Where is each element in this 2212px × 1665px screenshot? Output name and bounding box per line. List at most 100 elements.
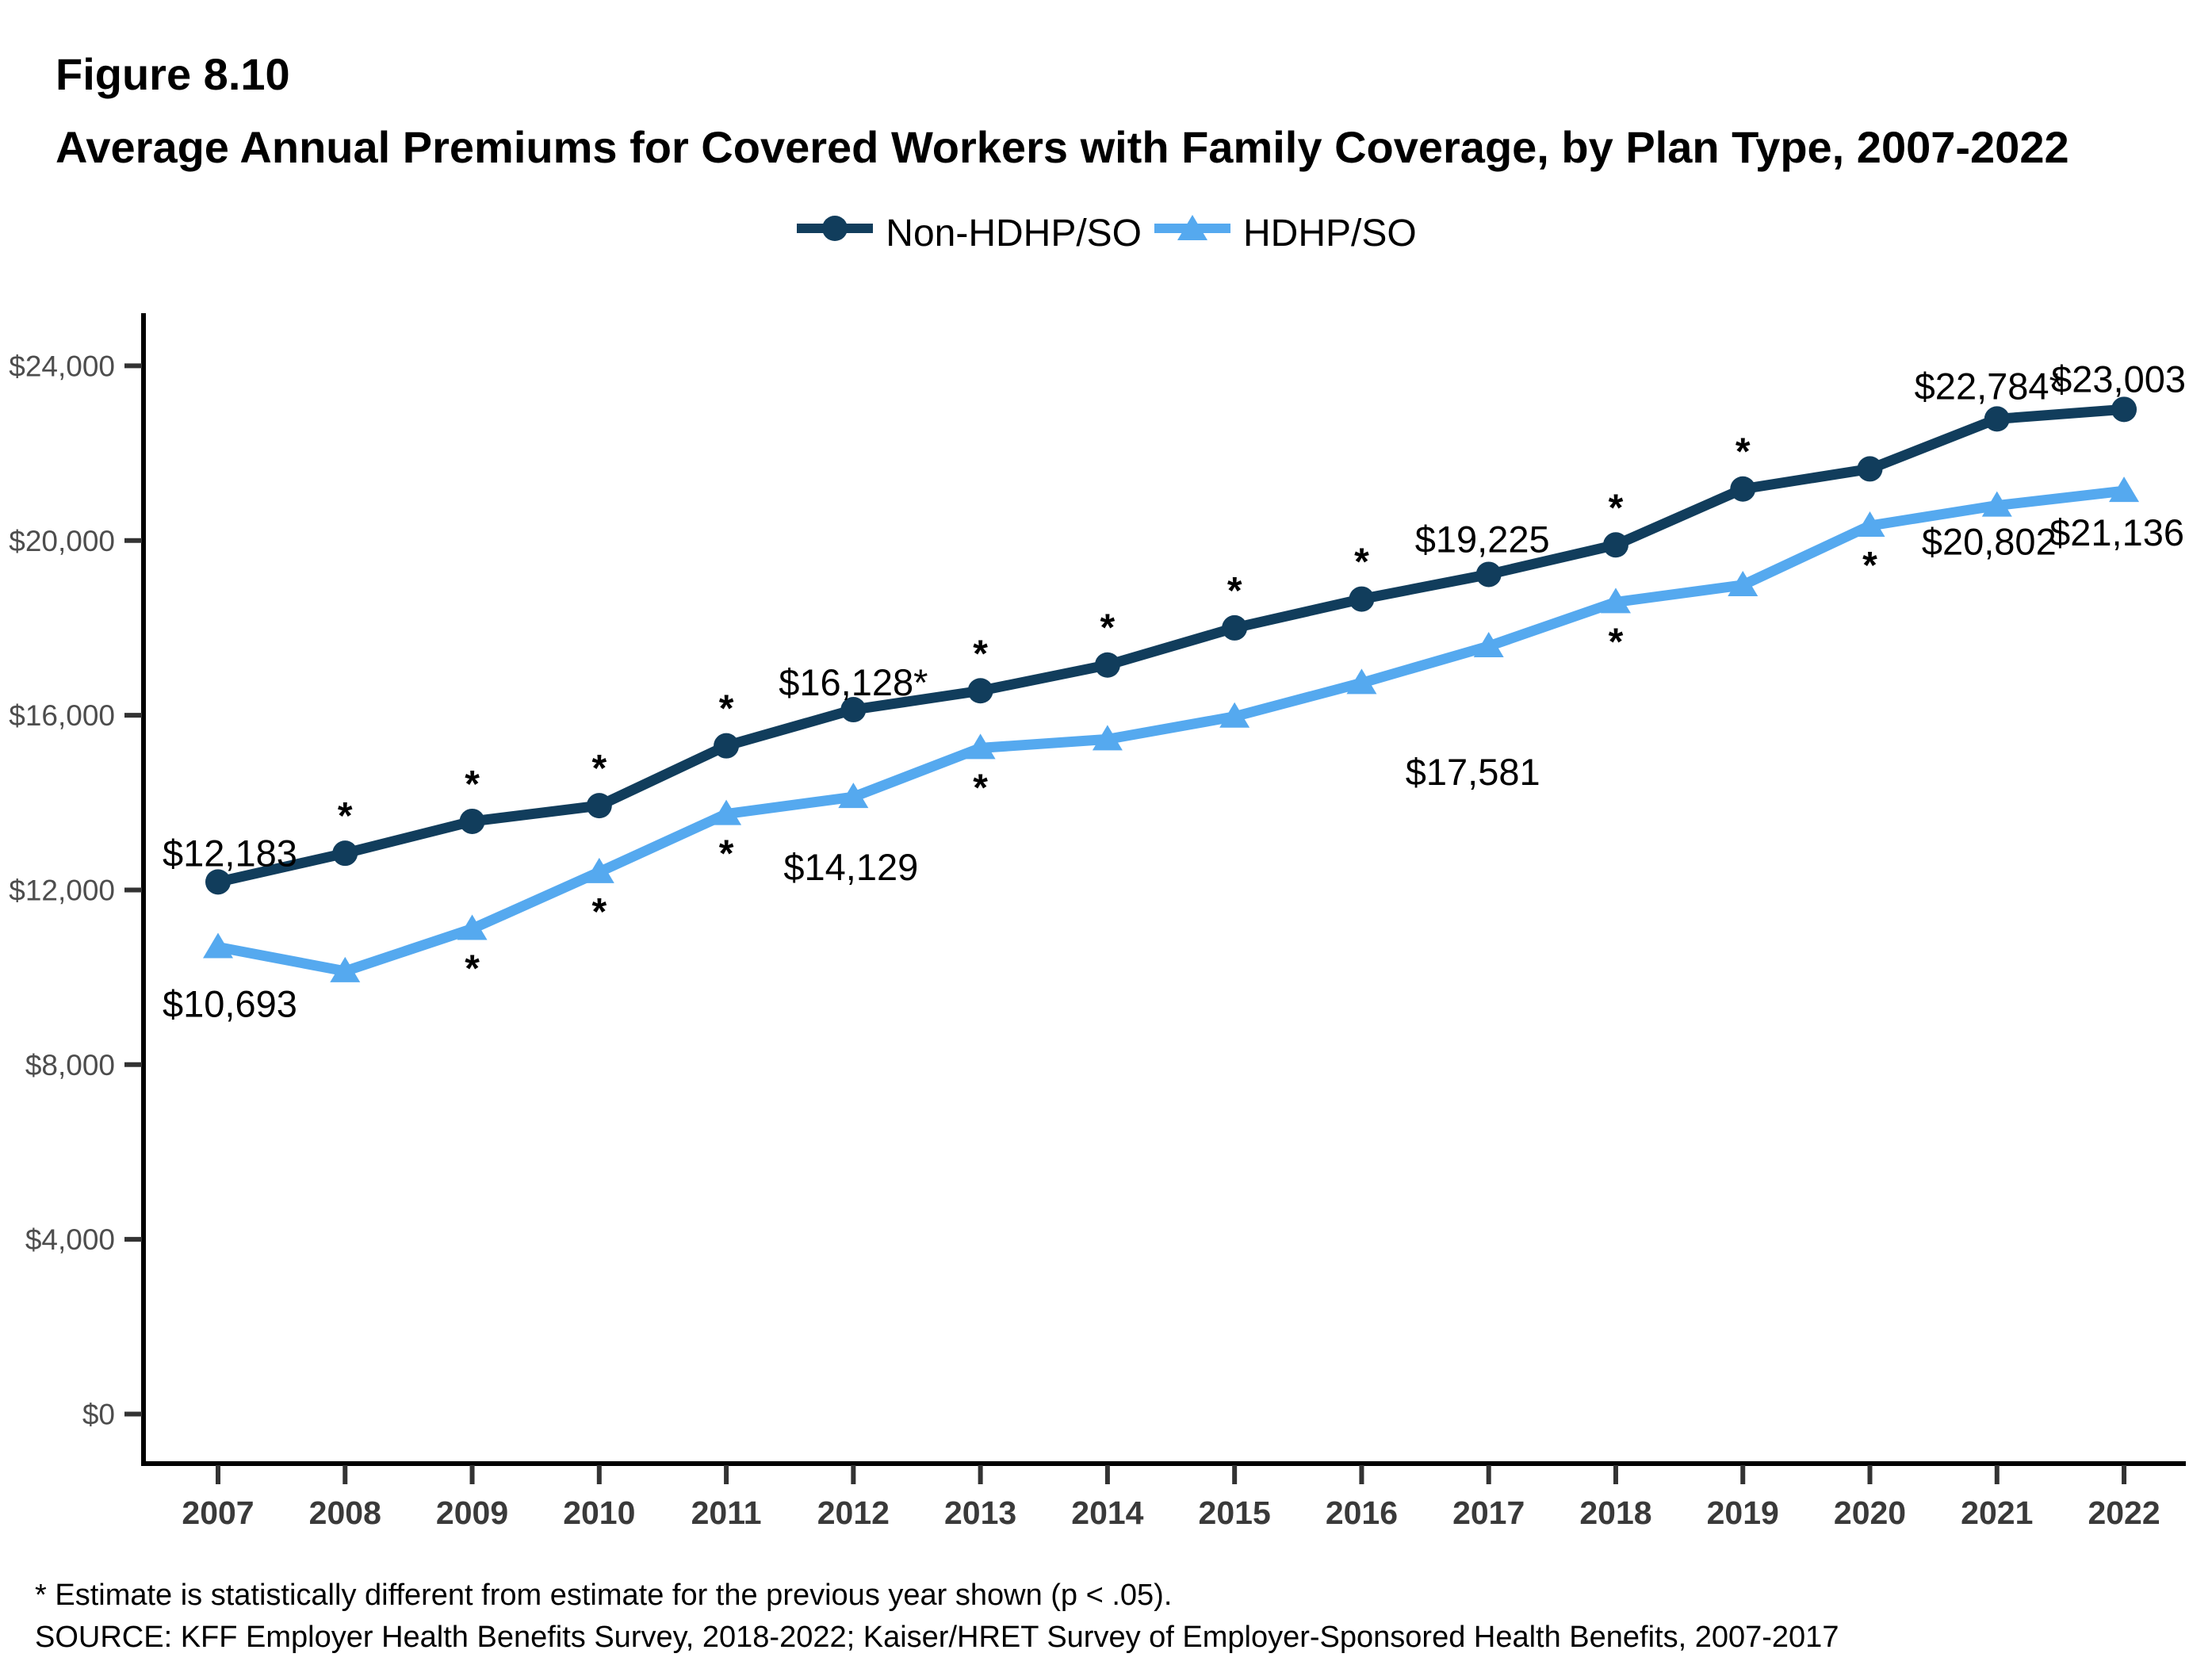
x-tick-label: 2017 — [1452, 1495, 1525, 1531]
x-tick-label: 2018 — [1579, 1495, 1651, 1531]
point-hdhp-so-2020 — [1854, 511, 1885, 538]
x-tick-label: 2015 — [1199, 1495, 1271, 1531]
data-label-non-hdhp-so-2022: $23,003 — [2051, 358, 2186, 400]
y-tick-label: $0 — [82, 1399, 115, 1431]
y-tick-label: $16,000 — [9, 699, 115, 732]
point-non-hdhp-so-2007 — [205, 869, 231, 895]
point-hdhp-so-2009 — [457, 914, 488, 940]
point-non-hdhp-so-2011 — [714, 733, 740, 759]
sig-asterisk-non-hdhp-so-2009: * — [465, 764, 480, 806]
x-tick-label: 2020 — [1834, 1495, 1906, 1531]
point-hdhp-so-2017 — [1473, 632, 1504, 658]
x-tick-label: 2013 — [944, 1495, 1016, 1531]
data-label-non-hdhp-so-2012: $16,128* — [779, 661, 928, 703]
point-non-hdhp-so-2015 — [1222, 614, 1248, 641]
x-tick-label: 2014 — [1071, 1495, 1143, 1531]
point-hdhp-so-2014 — [1092, 725, 1123, 751]
data-label-hdhp-so-2022: $21,136 — [2049, 511, 2184, 553]
legend-triangle-marker — [1177, 215, 1208, 240]
data-label-hdhp-so-2021: $20,802 — [1922, 521, 2057, 563]
x-tick-label: 2007 — [182, 1495, 254, 1531]
legend-item-hdhp-so: HDHP/SO — [1153, 211, 1417, 255]
point-hdhp-so-2008 — [330, 956, 361, 982]
point-non-hdhp-so-2014 — [1094, 652, 1120, 678]
point-hdhp-so-2013 — [965, 733, 996, 760]
sig-asterisk-non-hdhp-so-2008: * — [338, 795, 353, 837]
y-tick-label: $8,000 — [25, 1049, 115, 1081]
point-hdhp-so-2011 — [711, 799, 742, 825]
point-hdhp-so-2022 — [2109, 477, 2140, 503]
point-non-hdhp-so-2013 — [967, 678, 993, 704]
point-non-hdhp-so-2022 — [2111, 396, 2137, 423]
x-tick-label: 2010 — [563, 1495, 635, 1531]
data-label-hdhp-so-2017: $17,581 — [1406, 751, 1540, 793]
point-non-hdhp-so-2012 — [840, 697, 867, 723]
sig-asterisk-non-hdhp-so-2011: * — [719, 688, 734, 730]
x-tick-label: 2012 — [817, 1495, 890, 1531]
point-non-hdhp-so-2008 — [332, 840, 358, 867]
sig-asterisk-non-hdhp-so-2014: * — [1100, 607, 1116, 649]
sig-asterisk-non-hdhp-so-2013: * — [973, 633, 988, 675]
significance-footnote: * Estimate is statistically different fr… — [35, 1579, 1173, 1612]
point-non-hdhp-so-2017 — [1475, 561, 1502, 588]
y-tick-label: $4,000 — [25, 1223, 115, 1256]
point-hdhp-so-2015 — [1219, 702, 1250, 728]
point-non-hdhp-so-2019 — [1730, 476, 1756, 502]
x-tick-label: 2019 — [1707, 1495, 1779, 1531]
x-tick-label: 2022 — [2088, 1495, 2160, 1531]
source-footnote: SOURCE: KFF Employer Health Benefits Sur… — [35, 1621, 1839, 1654]
legend-item-non-hdhp-so: Non-HDHP/SO — [795, 211, 1142, 255]
point-non-hdhp-so-2010 — [586, 793, 612, 819]
point-hdhp-so-2010 — [584, 857, 614, 883]
sig-asterisk-hdhp-so-2013: * — [973, 767, 988, 809]
data-label-hdhp-so-2007: $10,693 — [163, 982, 297, 1024]
legend-label: Non-HDHP/SO — [886, 212, 1142, 255]
point-hdhp-so-2021 — [1981, 491, 2012, 517]
page-title: Average Annual Premiums for Covered Work… — [55, 122, 2069, 172]
x-tick-label: 2016 — [1326, 1495, 1398, 1531]
legend-swatch — [797, 216, 874, 241]
data-label-non-hdhp-so-2021: $22,784* — [1915, 365, 2064, 407]
footnotes: * Estimate is statistically different fr… — [35, 1575, 1839, 1659]
x-tick-label: 2009 — [436, 1495, 508, 1531]
point-non-hdhp-so-2018 — [1602, 532, 1628, 558]
legend: Non-HDHP/SO HDHP/SO — [0, 211, 2212, 255]
y-tick-label: $20,000 — [9, 525, 115, 557]
point-non-hdhp-so-2020 — [1857, 456, 1883, 482]
sig-asterisk-hdhp-so-2020: * — [1862, 545, 1877, 587]
x-tick-label: 2021 — [1961, 1495, 2033, 1531]
sig-asterisk-hdhp-so-2010: * — [591, 891, 607, 933]
x-tick-label: 2011 — [691, 1495, 762, 1531]
data-label-non-hdhp-so-2017: $19,225 — [1415, 518, 1550, 560]
series-line-hdhp-so — [212, 485, 2130, 977]
point-hdhp-so-2016 — [1346, 668, 1377, 695]
data-label-hdhp-so-2012: $14,129 — [783, 846, 918, 888]
point-non-hdhp-so-2016 — [1349, 586, 1375, 612]
sig-asterisk-non-hdhp-so-2019: * — [1736, 431, 1751, 473]
point-non-hdhp-so-2021 — [1984, 406, 2010, 432]
legend-circle-marker — [822, 216, 848, 241]
sig-asterisk-non-hdhp-so-2016: * — [1354, 542, 1369, 584]
sig-asterisk-hdhp-so-2018: * — [1609, 621, 1624, 663]
data-label-non-hdhp-so-2007: $12,183 — [163, 832, 297, 874]
legend-swatch — [1154, 215, 1231, 240]
sig-asterisk-non-hdhp-so-2010: * — [591, 748, 607, 790]
sig-asterisk-non-hdhp-so-2015: * — [1227, 570, 1242, 612]
sig-asterisk-non-hdhp-so-2018: * — [1609, 487, 1624, 529]
y-tick-label: $24,000 — [9, 350, 115, 382]
legend-label: HDHP/SO — [1243, 212, 1417, 255]
point-non-hdhp-so-2009 — [459, 808, 485, 834]
sig-asterisk-hdhp-so-2011: * — [719, 833, 734, 875]
legend-marker-circle-icon — [795, 211, 874, 255]
y-tick-label: $12,000 — [9, 874, 115, 906]
x-tick-label: 2008 — [309, 1495, 381, 1531]
point-hdhp-so-2012 — [838, 783, 869, 809]
point-hdhp-so-2018 — [1600, 588, 1631, 614]
legend-marker-triangle-icon — [1153, 211, 1232, 255]
series-line-non-hdhp-so — [212, 404, 2130, 887]
point-hdhp-so-2019 — [1728, 570, 1759, 596]
sig-asterisk-hdhp-so-2009: * — [465, 947, 480, 989]
point-hdhp-so-2007 — [203, 932, 233, 959]
figure-header: Figure 8.10 Average Annual Premiums for … — [55, 52, 2069, 170]
